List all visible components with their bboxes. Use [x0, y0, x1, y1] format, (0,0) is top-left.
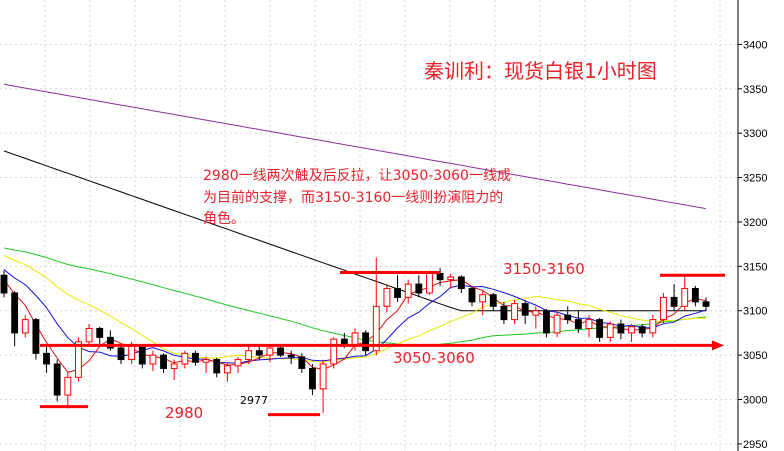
candle-body: [383, 288, 391, 307]
candle-body: [457, 276, 465, 290]
candle-body: [511, 303, 518, 321]
candle-body: [638, 326, 646, 334]
candle-body: [394, 288, 401, 298]
candle-body: [138, 345, 146, 365]
annotation-line-2: 为目前的支撑，而3150-3160一线则扮演阻力的: [203, 189, 503, 206]
candle-body: [670, 296, 678, 307]
candle-body: [75, 341, 82, 378]
price-tick-label: 3000: [743, 395, 767, 407]
candle-body: [319, 363, 327, 390]
candle-body: [309, 367, 316, 390]
candle-body: [447, 276, 455, 281]
candle-body: [617, 323, 625, 334]
candle-body: [606, 323, 614, 338]
support-arrowhead: [712, 340, 724, 351]
candle-body: [11, 292, 19, 334]
candle-body: [340, 338, 348, 345]
price-tick-label: 3250: [743, 173, 767, 185]
candle-body: [532, 310, 540, 316]
candle-body: [117, 347, 125, 361]
candle-body: [245, 350, 253, 361]
candle-body: [564, 314, 572, 321]
candle-body: [479, 294, 487, 303]
candle-body: [32, 319, 40, 354]
price-tick-label: 3300: [743, 128, 767, 140]
candle-body: [362, 332, 370, 352]
candles: [0, 257, 710, 413]
annotation-line-3: 角色。: [203, 210, 245, 227]
chart-title: 秦训利：现货白银1小时图: [424, 59, 657, 83]
candle-body: [128, 345, 136, 361]
candle-body: [628, 326, 635, 334]
candle-body: [468, 288, 476, 303]
price-tick-label: 3200: [743, 217, 767, 229]
candle-body: [691, 288, 699, 303]
candle-body: [181, 352, 189, 365]
candle-body: [500, 305, 508, 321]
candle-body: [213, 359, 221, 374]
candle-body: [106, 336, 114, 349]
low-label-2977: 2977: [240, 394, 268, 407]
price-tick-label: 3150: [743, 261, 767, 273]
candle-body: [681, 288, 689, 307]
annotation-line-1: 2980一线两次触及后反拉，让3050-3060一线成: [203, 168, 511, 184]
candle-body: [521, 303, 529, 316]
price-tick-label: 3050: [743, 350, 767, 362]
candle-body: [149, 354, 157, 365]
ma-yellow-line: [3, 255, 707, 363]
candle-body: [351, 332, 359, 345]
candle-body: [543, 310, 550, 334]
candle-body: [0, 274, 8, 294]
candle-body: [53, 363, 61, 396]
candle-body: [649, 319, 657, 334]
candle-body: [596, 319, 604, 338]
support-label: 3050-3060: [393, 349, 475, 367]
candle-body: [170, 363, 178, 369]
candle-body: [43, 352, 50, 365]
price-tick-label: 3400: [743, 39, 767, 51]
resistance-label: 3150-3160: [503, 260, 585, 278]
candle-body: [330, 338, 338, 365]
candle-body: [277, 347, 284, 356]
candle-body: [404, 283, 412, 298]
candle-body: [426, 272, 433, 294]
candle-body: [160, 354, 167, 369]
candle-body: [660, 296, 667, 321]
candle-body: [585, 319, 593, 329]
candle-body: [255, 350, 263, 356]
candle-body: [85, 327, 93, 343]
plot-background: [0, 0, 738, 451]
level-marks: [40, 271, 725, 417]
candle-body: [192, 352, 199, 363]
candle-body: [223, 365, 231, 374]
candle-body: [553, 314, 561, 334]
candle-body: [372, 305, 380, 352]
candle-body: [436, 272, 444, 281]
ma-purple-line: [3, 83, 707, 210]
candle-body: [21, 319, 29, 334]
candle-body: [415, 283, 423, 294]
candle-body: [96, 327, 104, 338]
candle-body: [234, 359, 242, 367]
price-tick-label: 3100: [743, 306, 767, 318]
low-label-2980: 2980: [165, 404, 203, 422]
candle-body: [489, 294, 497, 307]
candle-body: [574, 319, 582, 329]
candle-body: [287, 354, 295, 358]
candle-body: [298, 356, 306, 369]
candle-body: [266, 347, 274, 356]
candle-body: [702, 301, 710, 307]
price-tick-label: 3350: [743, 84, 767, 96]
price-axis: 3400 3350 3300 3250 3200 3150 3100 3050 3000 2950: [738, 39, 767, 451]
grid-lines: [0, 0, 738, 451]
candle-body: [64, 376, 72, 396]
price-tick-label: 2950: [743, 439, 767, 451]
candle-body: [202, 359, 210, 363]
